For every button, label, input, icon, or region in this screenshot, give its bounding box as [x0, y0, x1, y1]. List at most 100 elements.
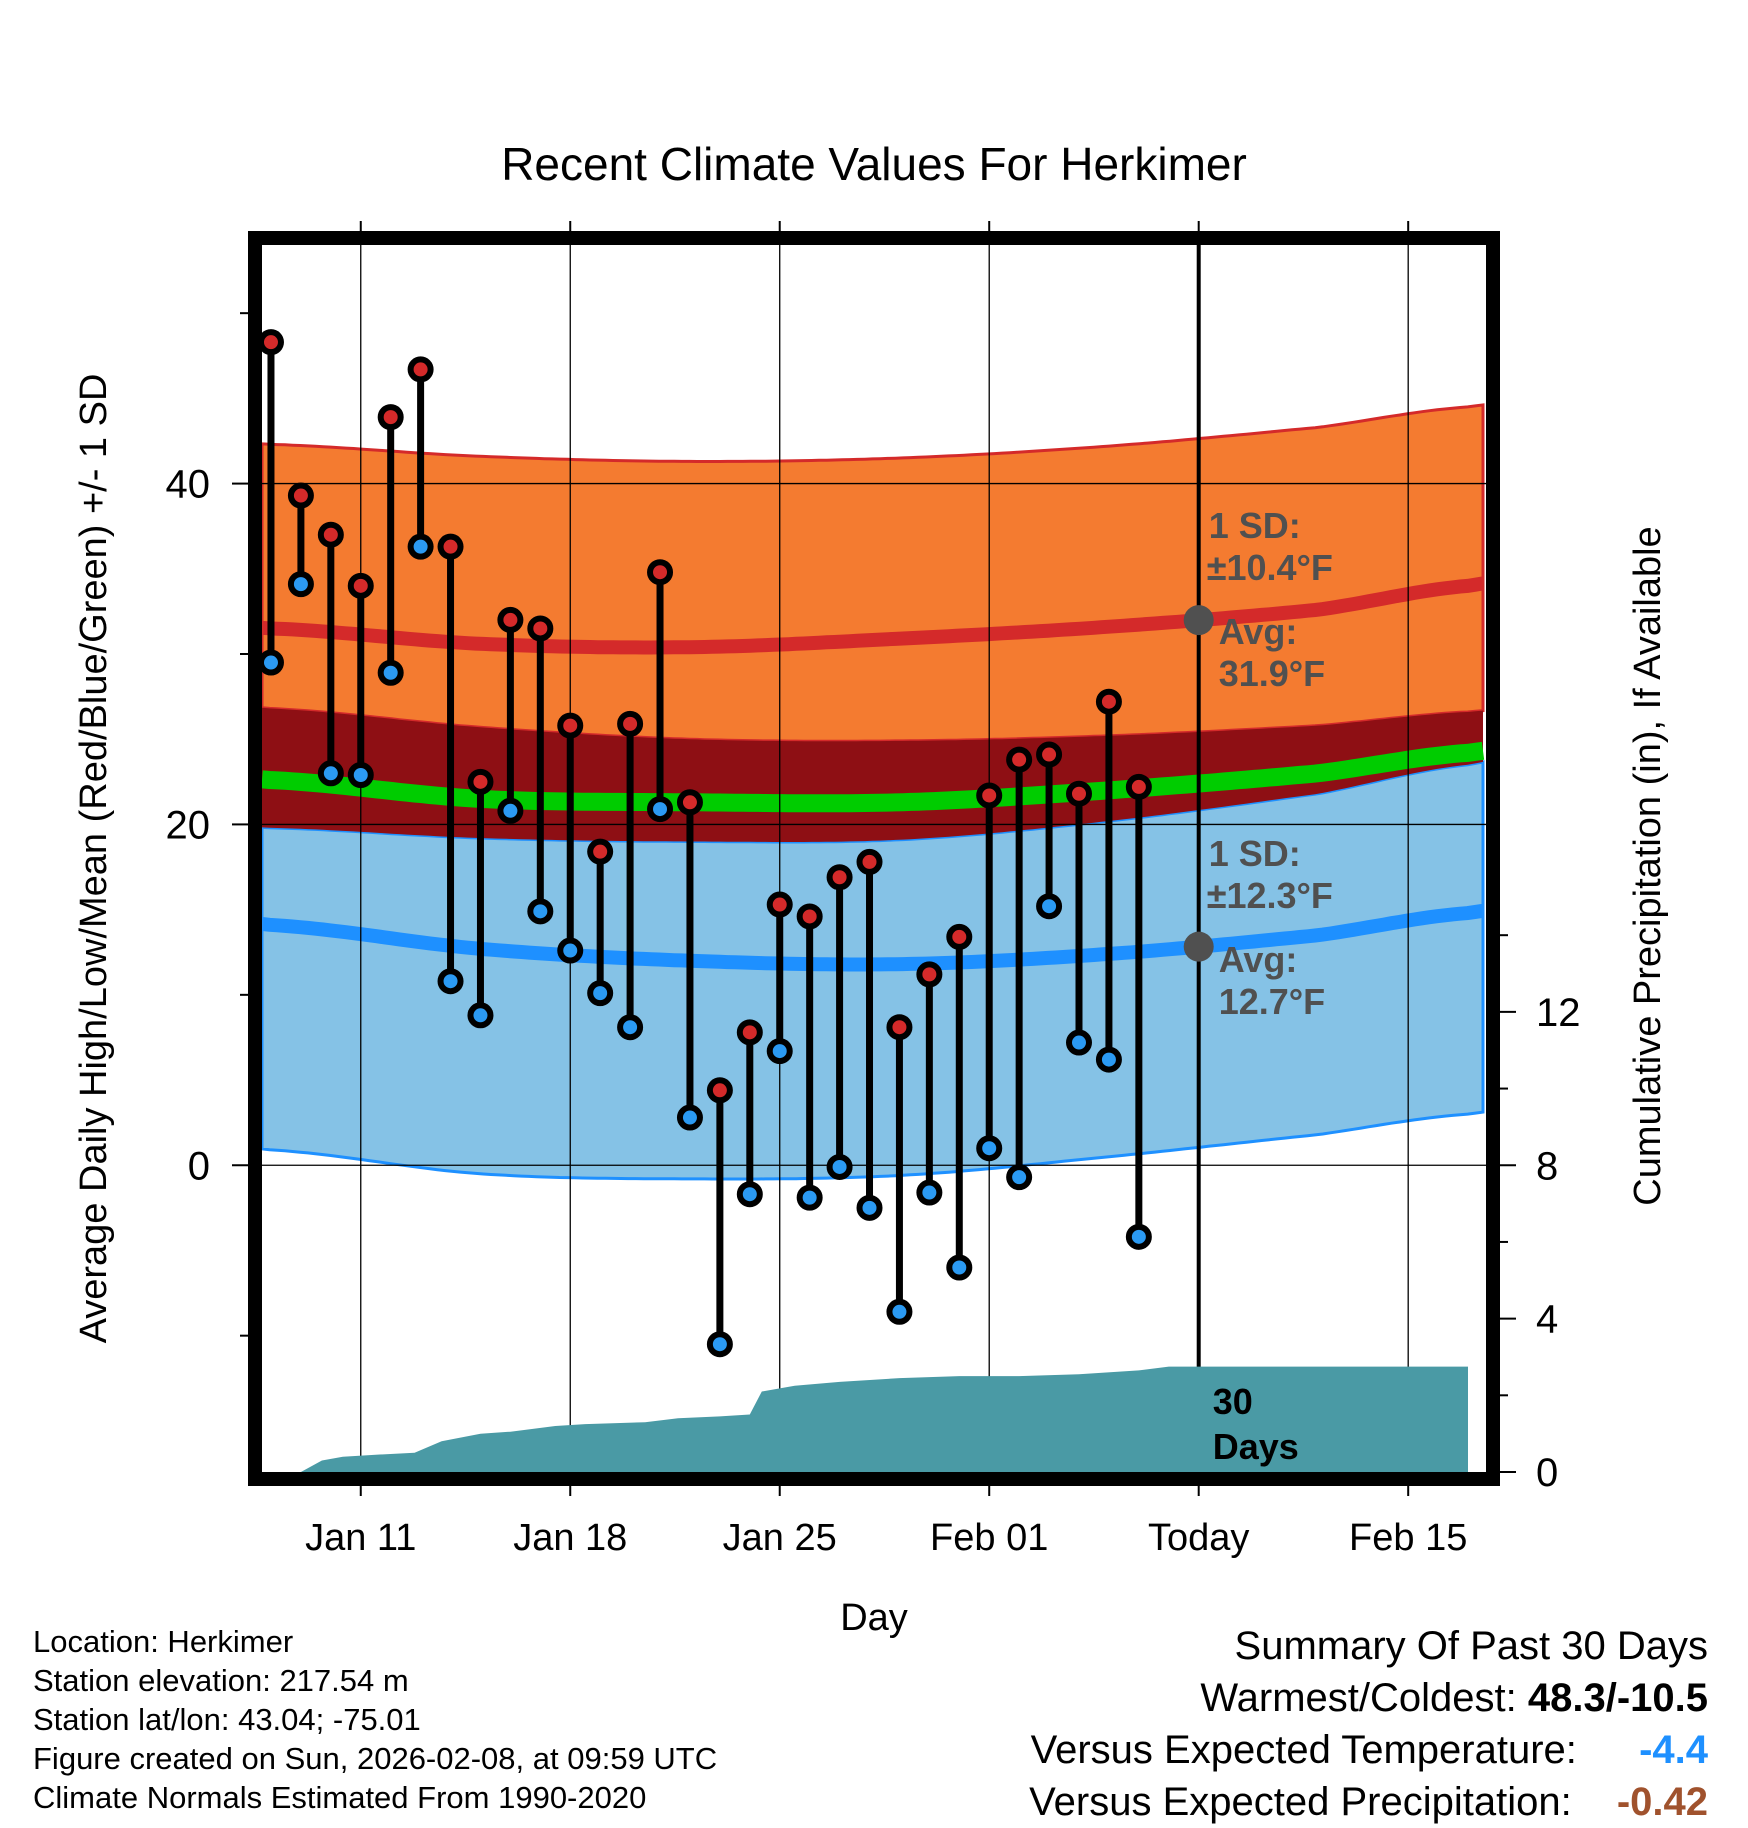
latlon-text: Station lat/lon: 43.04; -75.01 [33, 1702, 421, 1737]
x-tick-label: Feb 01 [930, 1517, 1048, 1559]
chart-title: Recent Climate Values For Herkimer [501, 138, 1247, 190]
high-point [617, 710, 644, 737]
x-tick-label: Jan 25 [723, 1517, 837, 1559]
y-right-axis-label: Cumulative Precipitation (in), If Availa… [1627, 526, 1669, 1205]
low-point [1065, 1029, 1092, 1056]
x-tick-label: Jan 11 [305, 1517, 416, 1559]
chart-text: Recent Climate Values For Herkimer Day Ave… [73, 138, 1669, 1639]
precip-value: -0.42 [1616, 1780, 1708, 1824]
period-number: 30 [1213, 1381, 1253, 1422]
low-point [617, 1014, 644, 1041]
precip-label: Versus Expected Precipitation: [1029, 1780, 1572, 1824]
avg-mean-line [262, 741, 1485, 813]
low-point [257, 649, 284, 676]
high-point [676, 789, 703, 816]
high-sd-label: 1 SD: [1209, 505, 1301, 546]
location-text: Location: Herkimer [33, 1624, 294, 1659]
high-point [1125, 773, 1152, 800]
low-point [287, 571, 314, 598]
high-point [407, 356, 434, 383]
plot-frame [248, 231, 1500, 1486]
temp-value: -4.4 [1639, 1728, 1708, 1772]
temp-label: Versus Expected Temperature: [1030, 1728, 1577, 1772]
x-tick-label: Today [1148, 1517, 1249, 1559]
warm-cold-row: Warmest/Coldest: 48.3/-10.5 [1029, 1672, 1708, 1724]
today-avg-low-marker [1183, 931, 1214, 962]
high-point [856, 848, 883, 875]
high-point [377, 404, 404, 431]
y-right-tick-label: 0 [1536, 1451, 1558, 1495]
low-point [856, 1194, 883, 1221]
low-point [497, 797, 524, 824]
high-point [946, 923, 973, 950]
low-point [1006, 1164, 1033, 1191]
today-avg-high-marker [1183, 605, 1214, 636]
low-point [706, 1331, 733, 1358]
low-avg-value: 12.7°F [1219, 981, 1325, 1022]
y-left-tick-label: 20 [166, 803, 211, 847]
high-point [347, 572, 374, 599]
high-point [1006, 746, 1033, 773]
high-point [527, 615, 554, 642]
low-point [437, 968, 464, 995]
low-point [587, 980, 614, 1007]
precipitation-area [300, 1366, 1468, 1472]
high-point [587, 838, 614, 865]
high-point [257, 329, 284, 356]
low-point [1095, 1046, 1122, 1073]
y-left-axis-label: Average Daily High/Low/Mean (Red/Blue/Gr… [73, 374, 115, 1344]
y-right-tick-label: 4 [1536, 1298, 1558, 1342]
low-sd-value: ±12.3°F [1207, 875, 1333, 916]
precip-row: Versus Expected Precipitation: -0.42 [1029, 1776, 1708, 1828]
avg-high-line [262, 576, 1485, 655]
low-point [557, 937, 584, 964]
low-point [407, 533, 434, 560]
low-point [766, 1038, 793, 1065]
high-avg-value: 31.9°F [1219, 653, 1325, 694]
high-sd-value: ±10.4°F [1207, 547, 1333, 588]
high-point [736, 1019, 763, 1046]
high-point [437, 533, 464, 560]
high-point [1095, 688, 1122, 715]
axes: Jan 11 Jan 18 Jan 25 Feb 01 Today Feb 1502040… [166, 221, 1581, 1559]
summary-panel: Summary Of Past 30 Days Warmest/Coldest:… [1029, 1620, 1708, 1828]
station-info: Location: Herkimer Station elevation: 21… [33, 1622, 717, 1817]
created-text: Figure created on Sun, 2026-02-08, at 09… [33, 1741, 718, 1776]
high-point [706, 1077, 733, 1104]
low-point [527, 898, 554, 925]
high-point [287, 482, 314, 509]
high-point [766, 891, 793, 918]
y-left-tick-label: 0 [188, 1144, 210, 1188]
low-point [347, 761, 374, 788]
high-point [317, 521, 344, 548]
low-point [796, 1184, 823, 1211]
high-point [467, 768, 494, 795]
high-point [886, 1014, 913, 1041]
low-point [916, 1179, 943, 1206]
normals-text: Climate Normals Estimated From 1990-2020 [33, 1780, 647, 1815]
high-point [1036, 741, 1063, 768]
elevation-text: Station elevation: 217.54 m [33, 1663, 409, 1698]
summary-title: Summary Of Past 30 Days [1234, 1624, 1708, 1668]
y-left-tick-label: 40 [166, 463, 211, 507]
low-point [826, 1153, 853, 1180]
low-point [1125, 1223, 1152, 1250]
high-point [826, 864, 853, 891]
low-point [1036, 893, 1063, 920]
warm-cold-label: Warmest/Coldest: [1200, 1676, 1517, 1720]
low-avg-label: Avg: [1219, 939, 1298, 980]
x-axis-label: Day [840, 1597, 908, 1639]
warm-cold-value: 48.3/-10.5 [1527, 1676, 1708, 1720]
high-point [1065, 780, 1092, 807]
y-right-tick-label: 8 [1536, 1144, 1558, 1188]
temp-row: Versus Expected Temperature: -4.4 [1029, 1724, 1708, 1776]
period-unit: Days [1213, 1426, 1299, 1467]
high-avg-label: Avg: [1219, 611, 1298, 652]
low-point [946, 1254, 973, 1281]
y-right-tick-label: 12 [1536, 991, 1581, 1035]
low-point [467, 1002, 494, 1029]
low-point [676, 1104, 703, 1131]
low-sd-label: 1 SD: [1209, 833, 1301, 874]
high-point [916, 961, 943, 988]
